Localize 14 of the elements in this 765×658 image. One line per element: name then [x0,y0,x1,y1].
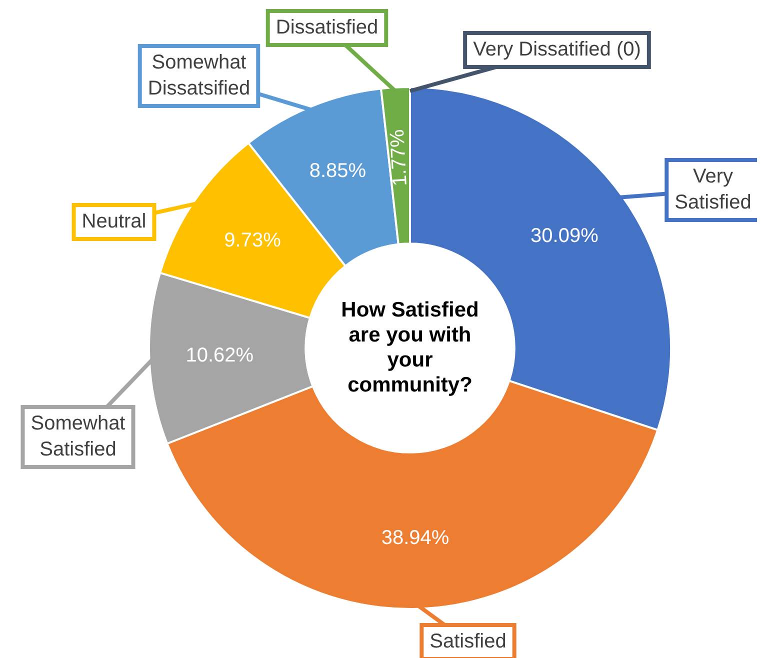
data-label: 38.94% [381,526,450,549]
slice-label: Somewhat Dissatsified [148,52,250,100]
slice-label: Satisfied [430,630,506,653]
data-label: 9.73% [224,229,282,252]
data-label: 8.85% [309,160,366,182]
slice-label: Dissatisfied [276,16,378,39]
text: How Satisfied are you with your community? [341,298,479,396]
data-label: 30.09% [530,224,599,247]
slice-label: Neutral [82,210,146,233]
data-label: 1.77% [386,128,412,187]
slice-label: Somewhat Satisfied [30,412,126,461]
data-label: 10.62% [186,344,254,366]
category-label: Very Dissatified (0) [473,38,641,61]
slice-label: Very Satisfied [674,166,752,214]
